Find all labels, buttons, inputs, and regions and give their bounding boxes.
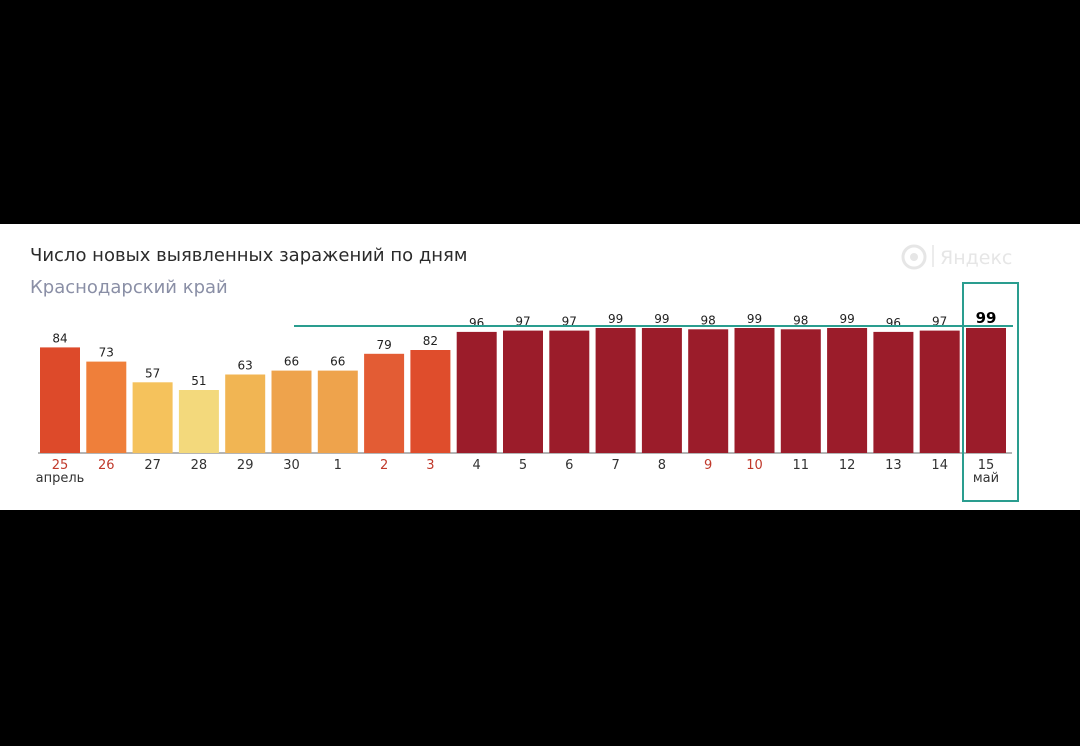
- tick-label-4: 4: [473, 458, 481, 473]
- tick-label-8: 8: [658, 458, 666, 473]
- bar-14: [919, 330, 960, 453]
- value-label-29: 63: [238, 359, 253, 373]
- value-label-10: 99: [747, 312, 762, 326]
- value-label-26: 73: [99, 346, 114, 360]
- value-label-11: 98: [793, 313, 808, 327]
- tick-labels-group: 25 26 27 28 29 30 1 2 3 4 5 6 7 8 9 10 11 12 13 14 15: [52, 458, 995, 473]
- tick-label-5: 5: [519, 458, 527, 473]
- bar-30: [271, 370, 312, 453]
- tick-label-12: 12: [839, 458, 856, 473]
- month-label-25: апрель: [36, 471, 85, 486]
- tick-label-2: 2: [380, 458, 388, 473]
- bar-11: [780, 329, 821, 453]
- chart-subtitle: Краснодарский край: [30, 277, 228, 298]
- bar-2: [364, 353, 405, 453]
- value-label-7: 99: [608, 312, 623, 326]
- bar-5: [503, 330, 543, 453]
- bar-1: [317, 370, 358, 453]
- logo-divider: [932, 245, 934, 267]
- bar-12: [827, 328, 868, 453]
- tick-label-29: 29: [237, 458, 254, 473]
- value-label-9: 98: [701, 313, 716, 327]
- value-label-2: 79: [376, 338, 391, 352]
- bar-15: [966, 328, 1006, 453]
- bar-28: [178, 390, 219, 453]
- highlight-box: [962, 282, 1019, 502]
- bar-25: [40, 347, 80, 453]
- tick-label-10: 10: [746, 458, 763, 473]
- chart-title: Число новых выявленных заражений по дням: [30, 245, 467, 266]
- value-label-12: 99: [839, 312, 854, 326]
- bar-13: [873, 331, 914, 453]
- yandex-location-icon: [901, 244, 927, 270]
- tick-label-3: 3: [426, 458, 434, 473]
- bar-4: [456, 331, 497, 453]
- tick-label-28: 28: [191, 458, 208, 473]
- tick-label-6: 6: [565, 458, 573, 473]
- bars-group: [40, 328, 1006, 454]
- value-label-15: 99: [976, 309, 997, 327]
- bar-26: [86, 361, 127, 453]
- tick-label-11: 11: [793, 458, 810, 473]
- tick-label-9: 9: [704, 458, 712, 473]
- tick-label-25: 25: [52, 458, 69, 473]
- bar-10: [734, 328, 775, 453]
- yandex-logo-text: Яндекс: [940, 247, 1012, 269]
- yandex-logo: Яндекс: [901, 244, 1012, 270]
- tick-label-30: 30: [283, 458, 300, 473]
- month-label-15: май: [973, 471, 999, 486]
- tick-label-13: 13: [885, 458, 902, 473]
- chart-panel: Число новых выявленных заражений по дням…: [0, 224, 1080, 510]
- tick-label-7: 7: [611, 458, 619, 473]
- bar-6: [549, 330, 590, 453]
- bar-8: [641, 328, 682, 453]
- bar-7: [595, 328, 636, 453]
- value-label-3: 82: [423, 334, 438, 348]
- value-label-1: 66: [330, 355, 345, 369]
- tick-label-15: 15: [978, 458, 995, 473]
- tick-label-27: 27: [144, 458, 161, 473]
- new-infections-chart: Число новых выявленных заражений по дням…: [30, 244, 1019, 502]
- highlight-overlay: [294, 282, 1019, 502]
- tick-label-1: 1: [334, 458, 342, 473]
- tick-label-26: 26: [98, 458, 115, 473]
- bar-29: [225, 374, 266, 453]
- value-label-8: 99: [654, 312, 669, 326]
- value-label-13: 96: [886, 316, 901, 330]
- bar-3: [410, 350, 451, 453]
- bar-27: [132, 382, 173, 454]
- tick-label-14: 14: [931, 458, 948, 473]
- bar-9: [688, 329, 729, 453]
- value-label-25: 84: [52, 331, 67, 345]
- value-label-4: 96: [469, 316, 484, 330]
- value-label-28: 51: [191, 374, 206, 388]
- value-label-30: 66: [284, 355, 299, 369]
- month-labels-group: апрель май: [36, 471, 999, 486]
- value-label-27: 57: [145, 366, 160, 380]
